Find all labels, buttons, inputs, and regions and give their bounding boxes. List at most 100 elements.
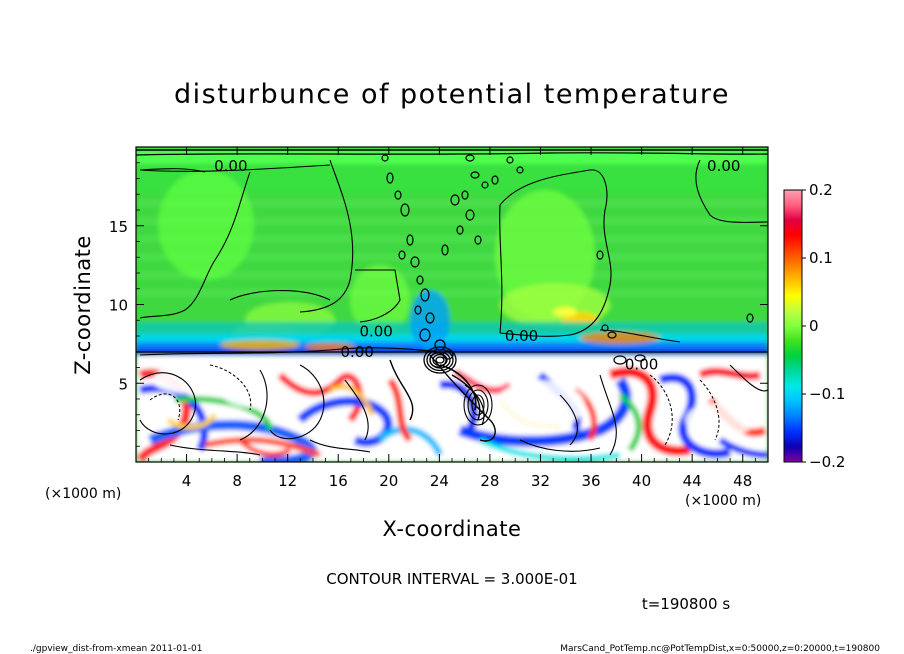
- x-tick-label: 36: [581, 472, 600, 490]
- contour-ring: [398, 250, 406, 260]
- contour-core: [463, 384, 493, 426]
- x-tick-label: 32: [531, 472, 550, 490]
- contour-ring: [419, 328, 431, 342]
- y-tick-label: 10: [109, 297, 128, 315]
- contour-line: [699, 379, 720, 441]
- contour-ring: [400, 203, 410, 217]
- x-tick-label: 16: [329, 472, 348, 490]
- contour-label: 0.00: [707, 157, 740, 175]
- contour-ring: [470, 171, 480, 179]
- contour-ring: [474, 235, 482, 245]
- x-tick-label: 8: [232, 472, 242, 490]
- colorbar-tick-label: 0.2: [809, 181, 833, 199]
- contour-line: [149, 393, 181, 421]
- contour-core: [435, 356, 445, 364]
- contour-ring: [414, 305, 422, 315]
- contour-ring: [456, 225, 464, 235]
- colorbar: 0.2 0.1 0 −0.1 −0.2: [783, 181, 845, 471]
- contour-line: [355, 269, 401, 323]
- contour-line: [429, 354, 496, 442]
- contour-ring: [441, 244, 449, 256]
- contour-line: [229, 289, 331, 301]
- x-tick-label: 48: [733, 472, 752, 490]
- contour-labels: 0.00 0.00 0.00 0.00 0.00 0.00: [214, 157, 740, 373]
- contour-line: [499, 169, 612, 337]
- x-axis-label: X-coordinate: [383, 517, 522, 541]
- contour-line: [389, 359, 414, 421]
- x-tick-label: 44: [683, 472, 702, 490]
- contour-core: [426, 348, 454, 372]
- contour-core: [467, 389, 489, 421]
- contour-line: [599, 374, 617, 456]
- contour-ring: [607, 331, 617, 339]
- contour-ring: [381, 154, 389, 162]
- x-axis: 4 8 12 16 20 24 28 32 36 40 44 48: [148, 147, 756, 490]
- contour-line: [169, 444, 261, 456]
- contour-ring: [465, 209, 475, 221]
- contour-ring: [601, 324, 609, 332]
- x-unit-right: (×1000 m): [685, 493, 761, 509]
- contour-label: 0.00: [359, 322, 392, 340]
- contour-ring: [394, 190, 402, 200]
- y-tick-label: 15: [109, 218, 128, 236]
- contour-ring: [516, 166, 524, 174]
- contour-ring: [386, 172, 394, 184]
- contour-line: [139, 347, 441, 356]
- contour-label: 0.00: [505, 327, 538, 345]
- x-unit-left: (×1000 m): [45, 486, 121, 502]
- y-axis: 5 10 15: [109, 162, 768, 447]
- contour-label: 0.00: [625, 355, 658, 373]
- contour-lines: [136, 149, 768, 456]
- contour-line: [559, 394, 578, 446]
- contour-ring: [634, 354, 646, 362]
- contour-ring: [596, 250, 604, 260]
- colorbar-tick-label: −0.1: [809, 385, 845, 403]
- contour-ring: [425, 312, 435, 324]
- contour-line: [499, 204, 503, 334]
- contour-line: [649, 374, 673, 446]
- contour-line: [239, 369, 268, 441]
- x-tick-label: 12: [278, 472, 297, 490]
- x-tick-label: 28: [480, 472, 499, 490]
- contour-ring: [461, 190, 469, 200]
- x-tick-label: 24: [430, 472, 449, 490]
- footer-left: ./gpview_dist-from-xmean 2011-01-01: [30, 644, 202, 654]
- colorbar-tick-label: 0: [809, 317, 819, 335]
- plot-area: [136, 147, 768, 462]
- contour-core: [432, 353, 448, 367]
- contour-line: [309, 439, 371, 453]
- contour-line: [139, 372, 197, 435]
- colorbar-tick-label: −0.2: [809, 453, 845, 471]
- y-axis-label: Z-coordinate: [71, 235, 95, 375]
- contour-ring: [406, 234, 414, 246]
- contour-ring: [613, 355, 627, 365]
- contour-core: [423, 346, 457, 374]
- contour-ring: [746, 313, 754, 323]
- colorbar-ticks: 0.2 0.1 0 −0.1 −0.2: [802, 181, 845, 471]
- contour-line: [136, 152, 768, 156]
- contour-ring: [416, 275, 424, 285]
- colorbar-scale: [783, 189, 803, 463]
- contour-core: [429, 351, 451, 369]
- chart-title: disturbunce of potential temperature: [174, 79, 730, 110]
- field-layers: [136, 147, 768, 462]
- contour-ring: [506, 156, 514, 164]
- contour-line: [269, 364, 325, 440]
- contour-line: [139, 171, 251, 319]
- contour-ring: [410, 256, 420, 268]
- contour-ring: [491, 175, 499, 185]
- contour-line: [729, 364, 768, 392]
- contour-line: [139, 164, 331, 172]
- time-label: t=190800 s: [642, 595, 730, 613]
- contour-ring: [420, 288, 430, 302]
- contour-line: [464, 384, 485, 426]
- contour-label: 0.00: [340, 343, 373, 361]
- y-tick-label: 5: [118, 375, 128, 393]
- x-tick-label: 4: [182, 472, 192, 490]
- contour-label: 0.00: [214, 157, 247, 175]
- contour-core: [471, 394, 485, 416]
- contour-line: [344, 379, 369, 441]
- contour-ring: [465, 154, 475, 162]
- contour-ring: [481, 181, 489, 189]
